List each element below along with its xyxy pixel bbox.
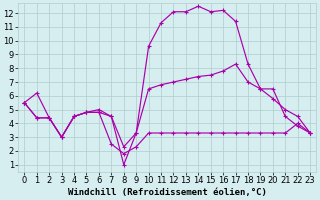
X-axis label: Windchill (Refroidissement éolien,°C): Windchill (Refroidissement éolien,°C) bbox=[68, 188, 267, 197]
